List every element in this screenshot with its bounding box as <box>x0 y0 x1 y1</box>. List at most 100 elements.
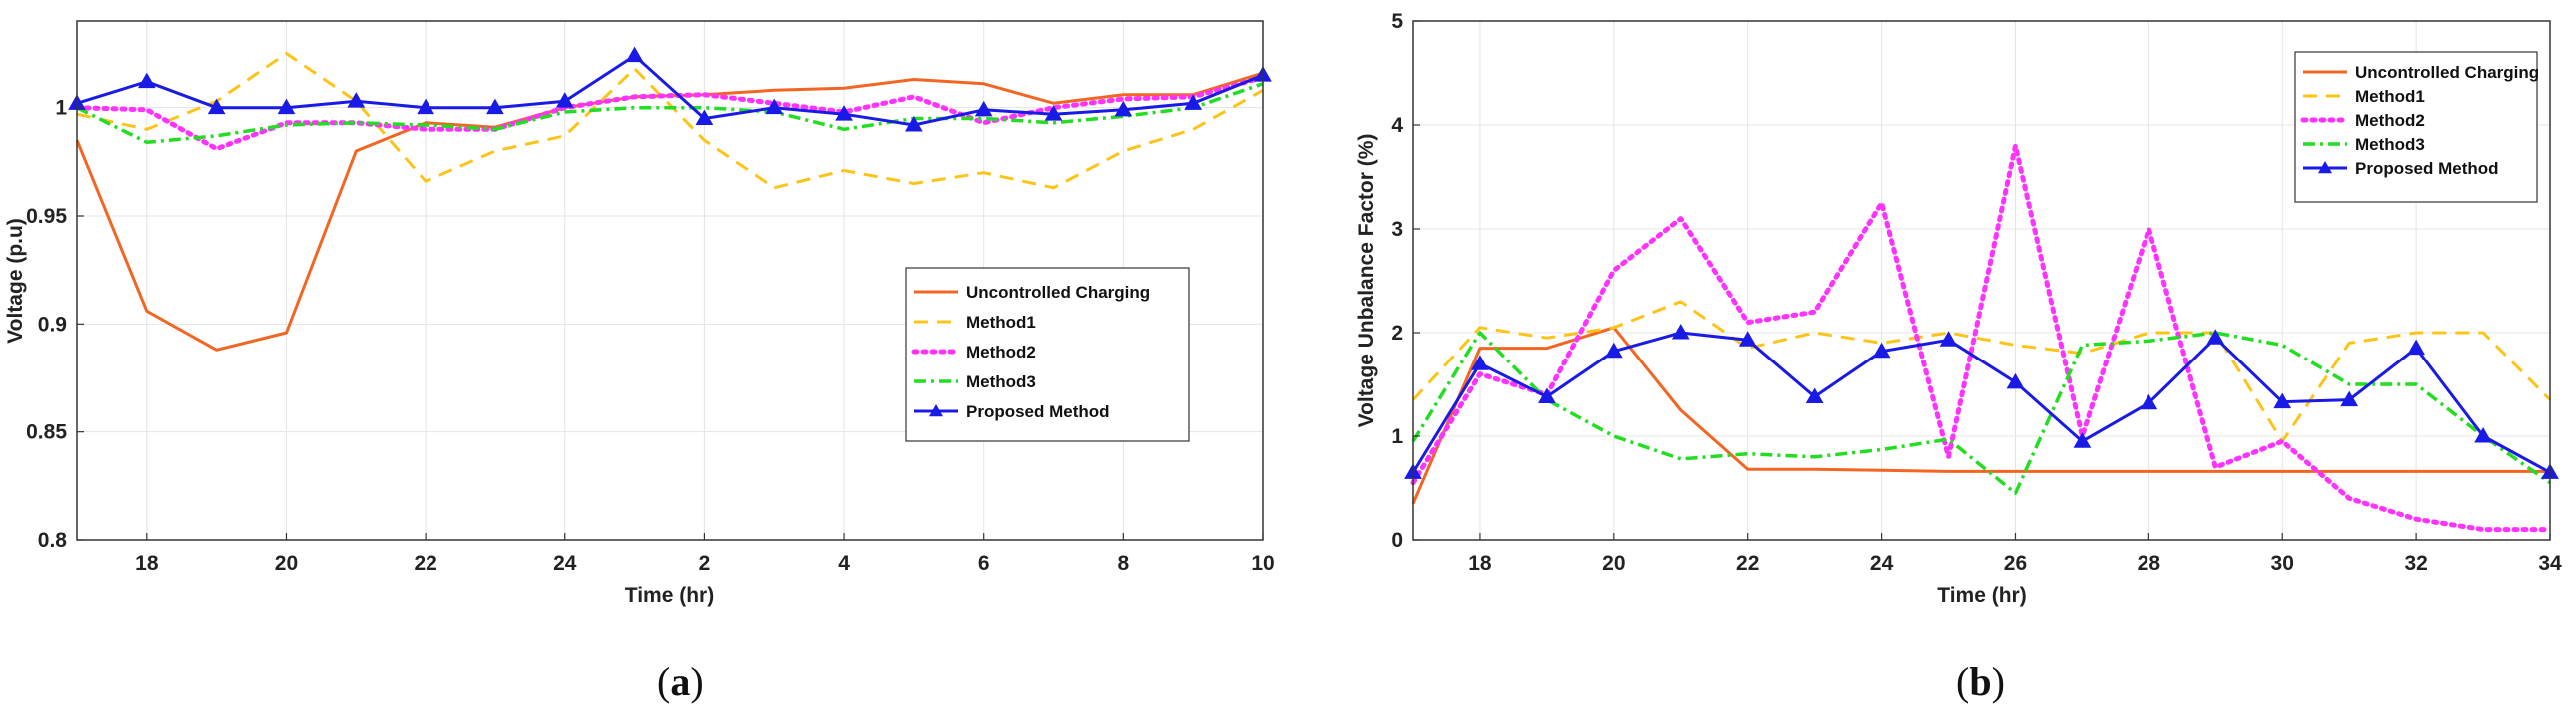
data-point-marker <box>1738 331 1757 347</box>
x-tick-label: 22 <box>414 552 436 575</box>
x-tick-label: 22 <box>1736 552 1759 575</box>
legend-box <box>2294 51 2538 203</box>
x-tick-label: 18 <box>135 552 159 575</box>
series-line-proposed-method <box>1411 331 2551 474</box>
data-point-marker <box>277 98 296 115</box>
y-tick-label: 0 <box>1391 529 1403 552</box>
data-point-marker <box>1471 355 1489 370</box>
y-tick-label: 1 <box>1391 425 1403 448</box>
legend-label: Method2 <box>2355 111 2425 130</box>
x-tick-label: 24 <box>1870 552 1894 575</box>
series-line-method1 <box>76 52 1264 190</box>
data-point-marker <box>417 98 434 115</box>
y-tick-label: 1 <box>55 97 67 120</box>
data-point-marker <box>1538 387 1556 403</box>
x-tick-label: 18 <box>1468 552 1492 575</box>
data-point-marker <box>2206 329 2225 345</box>
series-line-method3 <box>76 82 1264 145</box>
x-tick-label: 26 <box>2004 552 2027 575</box>
x-tick-label: 10 <box>1251 552 1274 575</box>
legend-label: Method1 <box>2355 87 2425 106</box>
legend-label: Method2 <box>966 343 1036 361</box>
legend: Uncontrolled Charging Method1 Method2 Metho… <box>2294 51 2539 203</box>
series-line-method1 <box>1411 300 2552 443</box>
data-point-marker <box>905 115 923 132</box>
data-point-marker <box>2073 432 2092 448</box>
y-tick-label: 4 <box>1391 114 1403 137</box>
legend-marker <box>929 404 943 417</box>
x-tick-label: 8 <box>1118 552 1130 575</box>
legend-label: Uncontrolled Charging <box>2355 63 2539 82</box>
x-tick-label: 4 <box>838 552 850 575</box>
x-axis-label: Time (hr) <box>625 584 714 607</box>
x-axis-label: Time (hr) <box>1937 584 2026 607</box>
x-tick-label: 6 <box>978 552 990 575</box>
caption-open-paren: ( <box>1956 659 1969 704</box>
x-tick-label: 30 <box>2271 552 2294 575</box>
y-axis-label: Voltage (p.u) <box>4 218 27 344</box>
data-point-marker <box>2407 339 2425 356</box>
x-tick-label: 34 <box>2538 552 2562 575</box>
x-tick-label: 24 <box>553 552 577 575</box>
data-point-marker <box>2006 372 2025 389</box>
data-point-marker <box>137 72 156 89</box>
data-point-marker <box>2340 390 2359 407</box>
data-point-marker <box>486 98 504 115</box>
axes-frame <box>76 20 1264 541</box>
legend-label: Proposed Method <box>2355 159 2499 178</box>
data-point-marker <box>625 46 644 63</box>
y-tick-label: 3 <box>1391 218 1403 241</box>
legend-label: Proposed Method <box>966 402 1110 421</box>
data-point-marker <box>695 109 714 125</box>
x-tick-label: 32 <box>2404 552 2427 575</box>
series-line-method2 <box>1410 143 2553 533</box>
legend: Uncontrolled Charging Method1 Method2 Metho… <box>905 267 1190 442</box>
x-tick-label: 20 <box>1602 552 1625 575</box>
data-point-marker <box>1184 94 1203 110</box>
y-tick-label: 0.8 <box>38 529 68 552</box>
data-point-marker <box>347 92 366 108</box>
series-line-uncontrolled-charging <box>1411 326 2550 505</box>
y-axis-label: Voltage Unbalance Factor (%) <box>1355 134 1378 428</box>
x-tick-label: 20 <box>275 552 298 575</box>
data-point-marker <box>1604 342 1623 359</box>
caption-close-paren: ) <box>690 659 703 704</box>
legend-label: Method3 <box>966 372 1036 391</box>
data-point-marker <box>2273 392 2292 409</box>
data-point-marker <box>1671 323 1690 340</box>
data-point-marker <box>1044 105 1063 121</box>
series-line-proposed-method <box>76 54 1264 127</box>
legend-marker <box>2318 161 2332 174</box>
data-point-marker <box>207 98 226 115</box>
legend-label: Method3 <box>2355 135 2425 154</box>
data-point-marker <box>765 98 784 115</box>
x-tick-label: 28 <box>2138 552 2161 575</box>
data-point-marker <box>555 92 574 108</box>
x-tick-label: 2 <box>699 552 711 575</box>
data-point-marker <box>835 105 853 121</box>
data-point-marker <box>1872 342 1891 359</box>
panel-caption: (b) <box>1956 659 2005 704</box>
data-point-marker <box>1805 387 1824 403</box>
y-tick-label: 5 <box>1391 10 1403 33</box>
data-point-marker <box>1939 331 1958 347</box>
panel-caption: (a) <box>657 659 704 704</box>
y-tick-label: 0.85 <box>26 421 67 444</box>
y-tick-label: 2 <box>1391 322 1403 345</box>
data-point-marker <box>2140 393 2158 410</box>
caption-close-paren: ) <box>1992 659 2005 704</box>
caption-letter: b <box>1969 659 1991 704</box>
series-line-method3 <box>1411 331 2552 495</box>
caption-letter: a <box>670 659 690 704</box>
data-point-marker <box>2474 426 2492 443</box>
legend-label: Method1 <box>966 313 1036 332</box>
legend-label: Uncontrolled Charging <box>966 283 1150 302</box>
data-point-marker <box>974 100 993 117</box>
y-tick-label: 0.95 <box>26 205 67 228</box>
axes-frame <box>1412 20 2551 541</box>
y-tick-label: 0.9 <box>38 313 67 336</box>
caption-open-paren: ( <box>657 659 670 704</box>
